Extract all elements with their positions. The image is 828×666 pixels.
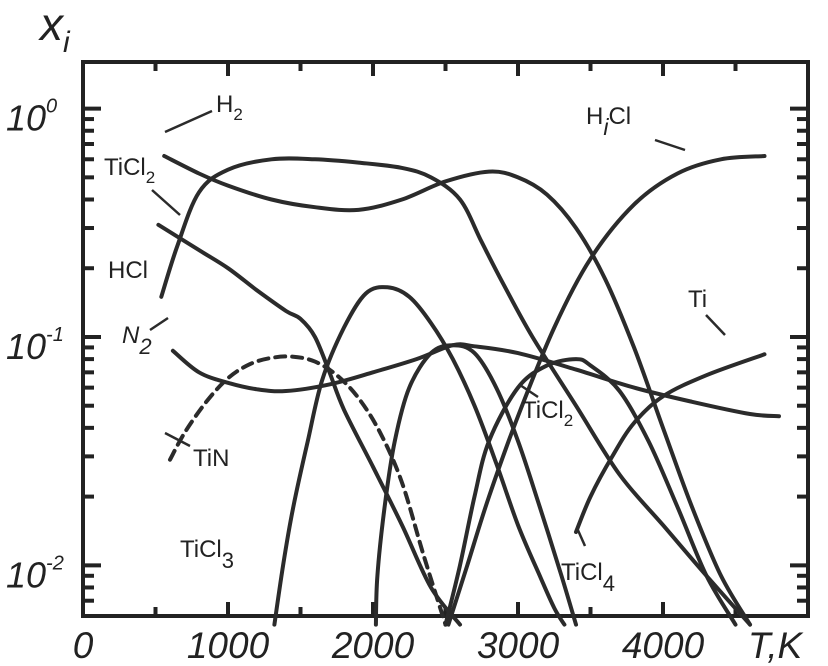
series-line-hcl-1 — [159, 156, 752, 627]
series-line-h2-0 — [162, 154, 752, 627]
x-tick-label: 1000 — [187, 625, 270, 666]
series-label-ticl2: TiCl2 — [522, 397, 573, 430]
series-line-tin-4 — [168, 354, 448, 627]
x-tick-label: 4000 — [622, 625, 705, 666]
series-label-hcl: HCl — [108, 257, 148, 284]
series-labels: H2 TiCl2 HCl N2 TiN TiCl3 TiCl2 HiCl Ti TiCl4 — [104, 91, 726, 596]
plot-border — [81, 60, 810, 618]
series-line-ticl4-7 — [443, 357, 738, 627]
y-axis-title: xi — [38, 0, 71, 59]
y-tick-label: 10-1 — [6, 324, 64, 367]
series-line-ti-9 — [574, 352, 767, 534]
series-line-ticl2-2 — [156, 222, 462, 627]
label-leader-line — [654, 138, 686, 152]
series-label-ticl2: TiCl2 — [104, 154, 155, 187]
series-line-ticl2-6 — [373, 343, 578, 627]
y-tick-label: 100 — [6, 96, 57, 139]
axis-labels: 0 1000 2000 3000 4000 100 10-1 10-2 xi T,K — [6, 0, 804, 666]
plot-frame — [81, 60, 810, 618]
series-label-ti: Ti — [688, 286, 707, 313]
series-label-tin: TiN — [193, 445, 229, 472]
label-leader-line — [164, 109, 213, 134]
series-line-hicl-8 — [446, 154, 767, 627]
label-leader-line — [151, 189, 181, 216]
series-label-ticl3: TiCl3 — [180, 536, 234, 573]
label-leader-line — [575, 527, 587, 547]
label-leader-line — [705, 314, 726, 336]
series-label-n2: N2 — [122, 322, 152, 359]
series-label-h2: H2 — [216, 91, 243, 124]
series-curves — [156, 154, 781, 627]
x-tick-label: 3000 — [477, 625, 560, 666]
x-tick-label: 0 — [73, 625, 94, 666]
series-line-ticl3-5 — [272, 285, 567, 627]
x-axis-title: T,K — [748, 625, 804, 666]
label-leader-line — [149, 316, 169, 332]
series-label-ticl4: TiCl4 — [561, 559, 615, 596]
x-tick-label: 2000 — [331, 625, 415, 666]
label-leader-line — [519, 383, 539, 399]
series-label-hicl: HiCl — [586, 103, 631, 140]
label-leader-line — [164, 431, 191, 448]
y-tick-label: 10-2 — [6, 552, 64, 595]
